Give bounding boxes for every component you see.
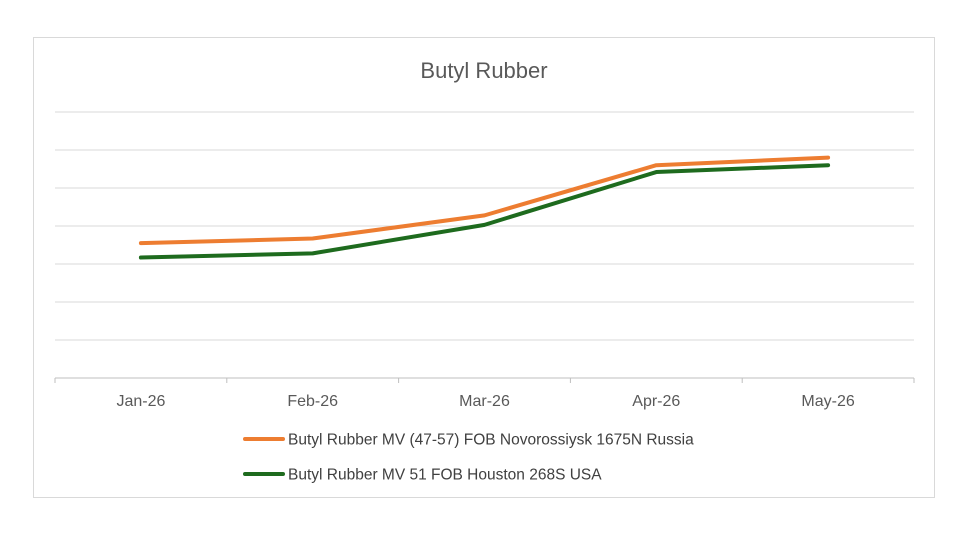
- x-tick-label: Feb-26: [287, 393, 338, 410]
- legend-label: Butyl Rubber MV (47-57) FOB Novorossiysk…: [288, 432, 694, 449]
- legend: Butyl Rubber MV (47-57) FOB Novorossiysk…: [243, 432, 694, 484]
- series-lines: [138, 155, 831, 260]
- x-tick-label: Mar-26: [459, 393, 510, 410]
- gridlines: [55, 111, 914, 341]
- x-tick-labels: Jan-26 Feb-26 Mar-26 Apr-26 May-26: [116, 393, 854, 410]
- chart-frame: [33, 37, 935, 498]
- series-line-1: [138, 155, 831, 246]
- chart-title: Butyl Rubber: [420, 58, 547, 83]
- x-tick-label: Jan-26: [116, 393, 165, 410]
- x-tick-label: Apr-26: [632, 393, 680, 410]
- legend-label: Butyl Rubber MV 51 FOB Houston 268S USA: [288, 467, 602, 484]
- series-line-2: [138, 163, 831, 260]
- x-tick-label: May-26: [801, 393, 854, 410]
- x-axis: [54, 377, 915, 383]
